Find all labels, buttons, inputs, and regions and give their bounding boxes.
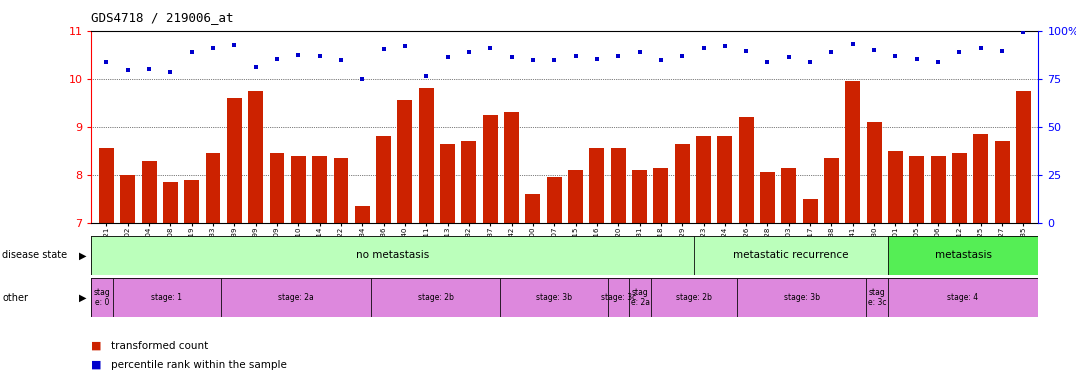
Bar bbox=[91, 278, 113, 317]
Text: transformed count: transformed count bbox=[111, 341, 208, 351]
Bar bbox=[866, 122, 881, 223]
Text: stage: 3c: stage: 3c bbox=[601, 293, 636, 302]
Text: metastasis: metastasis bbox=[935, 250, 991, 260]
Bar bbox=[99, 148, 114, 223]
Bar bbox=[142, 161, 156, 223]
Bar bbox=[121, 175, 136, 223]
Bar bbox=[269, 153, 284, 223]
Text: ▶: ▶ bbox=[79, 250, 86, 260]
Bar bbox=[760, 172, 775, 223]
Bar bbox=[931, 156, 946, 223]
Bar bbox=[608, 278, 629, 317]
Text: percentile rank within the sample: percentile rank within the sample bbox=[111, 360, 286, 370]
Text: stage: 2b: stage: 2b bbox=[417, 293, 454, 302]
Text: stage: 2a: stage: 2a bbox=[278, 293, 314, 302]
Bar bbox=[113, 278, 221, 317]
Text: stage: 3b: stage: 3b bbox=[536, 293, 572, 302]
Bar bbox=[994, 141, 1009, 223]
Bar bbox=[803, 199, 818, 223]
Bar bbox=[909, 156, 924, 223]
Bar bbox=[440, 144, 455, 223]
Bar bbox=[397, 100, 412, 223]
Bar bbox=[675, 144, 690, 223]
Bar bbox=[718, 136, 733, 223]
Bar bbox=[632, 170, 647, 223]
Bar bbox=[590, 148, 605, 223]
Bar bbox=[206, 153, 221, 223]
Bar bbox=[525, 194, 540, 223]
Text: stag
e: 3c: stag e: 3c bbox=[867, 288, 887, 307]
Bar bbox=[737, 278, 866, 317]
Text: ■: ■ bbox=[91, 341, 102, 351]
Text: disease state: disease state bbox=[2, 250, 68, 260]
Bar bbox=[377, 136, 391, 223]
Bar bbox=[221, 278, 371, 317]
Text: stage: 1: stage: 1 bbox=[152, 293, 182, 302]
Bar bbox=[419, 88, 434, 223]
Bar bbox=[952, 153, 967, 223]
Bar bbox=[846, 81, 861, 223]
Text: stage: 3b: stage: 3b bbox=[783, 293, 820, 302]
Bar bbox=[371, 278, 500, 317]
Bar bbox=[696, 136, 711, 223]
Bar bbox=[291, 156, 306, 223]
Text: stage: 4: stage: 4 bbox=[948, 293, 978, 302]
Bar bbox=[888, 151, 903, 223]
Text: ■: ■ bbox=[91, 360, 102, 370]
Bar bbox=[888, 278, 1038, 317]
Bar bbox=[629, 278, 651, 317]
Bar bbox=[162, 182, 178, 223]
Bar bbox=[866, 278, 888, 317]
Bar bbox=[781, 167, 796, 223]
Bar bbox=[483, 115, 498, 223]
Text: stag
e: 0: stag e: 0 bbox=[94, 288, 111, 307]
Bar bbox=[184, 180, 199, 223]
Bar bbox=[355, 206, 370, 223]
Text: metastatic recurrence: metastatic recurrence bbox=[733, 250, 849, 260]
Bar bbox=[974, 134, 988, 223]
Bar bbox=[651, 278, 737, 317]
Bar bbox=[694, 236, 888, 275]
Text: no metastasis: no metastasis bbox=[356, 250, 429, 260]
Bar bbox=[739, 117, 753, 223]
Bar bbox=[227, 98, 242, 223]
Bar bbox=[462, 141, 477, 223]
Text: GDS4718 / 219006_at: GDS4718 / 219006_at bbox=[91, 12, 233, 25]
Bar bbox=[505, 112, 519, 223]
Bar bbox=[312, 156, 327, 223]
Bar bbox=[568, 170, 583, 223]
Bar bbox=[1016, 91, 1031, 223]
Bar bbox=[824, 158, 839, 223]
Bar bbox=[91, 236, 694, 275]
Bar bbox=[611, 148, 625, 223]
Bar bbox=[500, 278, 608, 317]
Bar bbox=[249, 91, 264, 223]
Bar bbox=[547, 177, 562, 223]
Text: ▶: ▶ bbox=[79, 293, 86, 303]
Bar bbox=[653, 167, 668, 223]
Text: stage: 2b: stage: 2b bbox=[676, 293, 712, 302]
Bar bbox=[888, 236, 1038, 275]
Text: stag
e: 2a: stag e: 2a bbox=[631, 288, 650, 307]
Text: other: other bbox=[2, 293, 28, 303]
Bar bbox=[334, 158, 349, 223]
